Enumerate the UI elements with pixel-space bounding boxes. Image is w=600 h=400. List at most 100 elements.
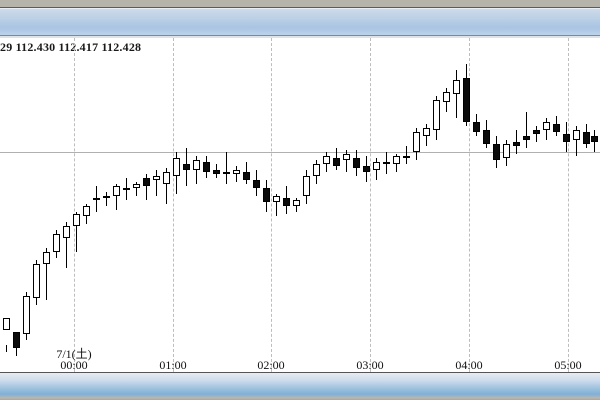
candle-body-up [573, 130, 580, 140]
candle-body-down [363, 166, 370, 172]
candle-wick [456, 70, 457, 118]
chart-canvas[interactable]: 29 112.430 112.417 112.428 [0, 38, 600, 372]
gridline-01-00 [173, 38, 174, 372]
candle-wick [116, 184, 117, 210]
candle-body-up [433, 100, 440, 130]
candle-body-up [33, 264, 40, 298]
candle-body-down [463, 78, 470, 122]
candle-body-up [413, 132, 420, 152]
candle-wick [106, 192, 107, 206]
candle-body-up [23, 296, 30, 334]
candle-wick [346, 150, 347, 172]
candle-body-down [591, 136, 598, 142]
axis-tick-02-00: 02:00 [257, 358, 285, 372]
candle-wick [46, 248, 47, 300]
candle-wick [6, 345, 7, 352]
candle-body-up [193, 160, 200, 170]
candle-body-down [263, 188, 270, 202]
candle-body-up [373, 162, 380, 170]
candle-wick [276, 194, 277, 216]
candle-body-up [53, 234, 60, 252]
axis-tick-00-00: 00:00 [60, 358, 88, 372]
axis-tick-05-00: 05:00 [554, 358, 582, 372]
candle-body-down [203, 162, 210, 172]
candle-body-down [143, 178, 150, 186]
candle-body-down [403, 156, 410, 158]
candle-body-down [183, 164, 190, 170]
axis-tick-03-00: 03:00 [356, 358, 384, 372]
candle-body-down [353, 158, 360, 168]
candle-body-up [273, 196, 280, 202]
candle-body-down [473, 122, 480, 132]
toolbar-gap [0, 36, 600, 38]
axis-tick-01-00: 01:00 [159, 358, 187, 372]
window-titlebar[interactable] [0, 8, 600, 35]
candle-body-down [553, 124, 560, 132]
candle-body-up [3, 318, 10, 330]
candle-body-up [113, 186, 120, 196]
candle-body-up [153, 176, 160, 180]
candle-body-up [103, 196, 110, 198]
axis-tick-04-00: 04:00 [455, 358, 483, 372]
candle-body-up [323, 156, 330, 164]
titlebar-bottom-border [0, 35, 600, 36]
candle-body-down [223, 172, 230, 174]
candle-body-down [513, 142, 520, 146]
candle-body-up [63, 226, 70, 238]
candle-body-up [453, 80, 460, 94]
candle-body-down [213, 170, 220, 174]
candle-body-up [303, 176, 310, 196]
candle-body-down [283, 198, 290, 206]
candle-wick [226, 152, 227, 184]
candle-wick [66, 222, 67, 268]
candle-body-up [313, 164, 320, 176]
candle-body-down [383, 162, 390, 164]
candle-body-down [123, 188, 130, 190]
candle-wick [576, 126, 577, 156]
window-chrome-divider [0, 7, 600, 8]
candle-body-up [503, 144, 510, 158]
window-chrome-top [0, 0, 600, 7]
candle-body-down [563, 134, 570, 142]
candle-body-up [73, 214, 80, 226]
candle-wick [536, 126, 537, 142]
candle-body-down [243, 172, 250, 180]
candle-body-down [523, 136, 530, 140]
window-statusbar [0, 373, 600, 400]
candle-body-up [443, 92, 450, 102]
candle-body-up [83, 206, 90, 216]
candle-wick [76, 212, 77, 252]
candle-body-up [173, 158, 180, 176]
candle-body-down [483, 130, 490, 144]
candle-wick [196, 156, 197, 184]
candle-body-down [493, 144, 500, 160]
axis-date-label: 7/1(土) [56, 347, 92, 361]
gridline-05-00 [568, 38, 569, 372]
candle-body-up [133, 184, 140, 188]
candle-body-up [43, 252, 50, 264]
time-axis: 7/1(土) 00:00 01:00 02:00 03:00 04:00 05:00 [0, 345, 600, 372]
candle-wick [136, 182, 137, 196]
candle-body-down [253, 180, 260, 188]
ohlc-quote-readout: 29 112.430 112.417 112.428 [0, 40, 142, 54]
candle-body-up [293, 200, 300, 206]
time-axis-line [0, 372, 600, 373]
candle-body-down [333, 158, 340, 166]
candle-body-down [533, 130, 540, 134]
candle-body-up [423, 128, 430, 136]
candle-wick [406, 146, 407, 164]
candle-wick [526, 112, 527, 148]
candle-body-up [543, 122, 550, 130]
gridline-03-00 [370, 38, 371, 372]
candle-wick [146, 174, 147, 200]
titlebar-highlight [0, 8, 600, 9]
candle-body-up [393, 156, 400, 164]
candle-body-down [583, 132, 590, 144]
candle-body-up [343, 154, 350, 160]
candle-body-up [163, 172, 170, 184]
candle-wick [156, 170, 157, 196]
candle-body-down [13, 332, 20, 348]
price-reference-line [0, 152, 600, 153]
candle-wick [166, 168, 167, 204]
